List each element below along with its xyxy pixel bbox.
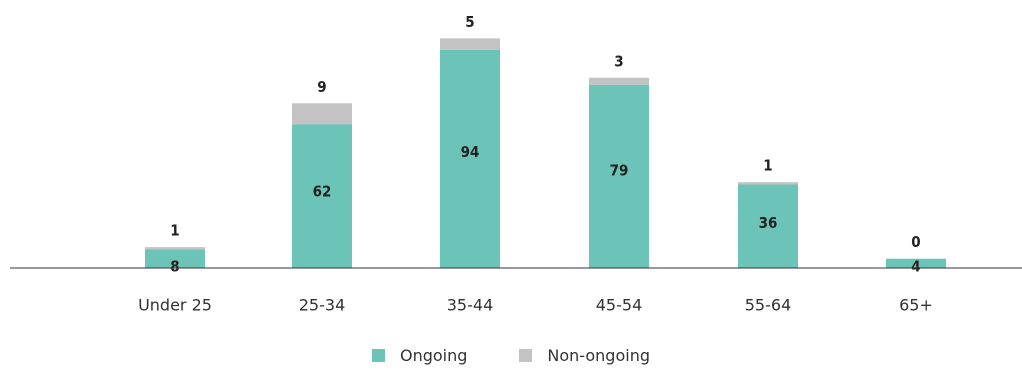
- data-label-non-ongoing-35-44: 5: [465, 13, 474, 31]
- x-tick-label-Under 25: Under 25: [138, 296, 212, 315]
- data-label-ongoing-55-64: 36: [759, 214, 778, 232]
- x-tick-label-65+: 65+: [899, 296, 933, 315]
- legend-swatch-non-ongoing: [519, 348, 533, 362]
- data-label-non-ongoing-Under 25: 1: [170, 222, 179, 240]
- bar-ongoing-55-64: [738, 184, 798, 268]
- legend-item-ongoing: Ongoing: [371, 345, 468, 365]
- data-label-non-ongoing-25-34: 9: [317, 78, 326, 96]
- legend-swatch-ongoing: [371, 348, 385, 362]
- bar-non-ongoing-35-44: [440, 38, 500, 50]
- bar-ongoing-35-44: [440, 49, 500, 268]
- x-tick-label-45-54: 45-54: [596, 296, 643, 315]
- data-label-ongoing-Under 25: 8: [170, 258, 179, 276]
- bar-non-ongoing-Under 25: [145, 247, 205, 250]
- legend-label-non-ongoing: Non-ongoing: [547, 345, 650, 365]
- bar-non-ongoing-25-34: [292, 103, 352, 125]
- bar-non-ongoing-55-64: [738, 182, 798, 185]
- data-label-ongoing-45-54: 79: [610, 161, 629, 179]
- x-tick-label-35-44: 35-44: [447, 296, 494, 315]
- legend-label-ongoing: Ongoing: [399, 345, 468, 365]
- data-label-ongoing-25-34: 62: [313, 182, 332, 200]
- bar-non-ongoing-45-54: [589, 77, 649, 85]
- x-tick-label-25-34: 25-34: [299, 296, 346, 315]
- data-label-non-ongoing-65+: 0: [911, 233, 920, 251]
- legend: Ongoing Non-ongoing: [0, 343, 1022, 367]
- bar-ongoing-Under 25: [145, 249, 205, 268]
- data-label-ongoing-35-44: 94: [461, 143, 480, 161]
- data-label-ongoing-65+: 4: [911, 258, 920, 276]
- bar-ongoing-45-54: [589, 84, 649, 268]
- data-label-non-ongoing-45-54: 3: [614, 52, 623, 70]
- data-label-non-ongoing-55-64: 1: [763, 157, 772, 175]
- x-tick-label-55-64: 55-64: [745, 296, 792, 315]
- bar-ongoing-65+: [886, 258, 946, 268]
- legend-item-non-ongoing: Non-ongoing: [519, 346, 650, 365]
- bar-ongoing-25-34: [292, 124, 352, 268]
